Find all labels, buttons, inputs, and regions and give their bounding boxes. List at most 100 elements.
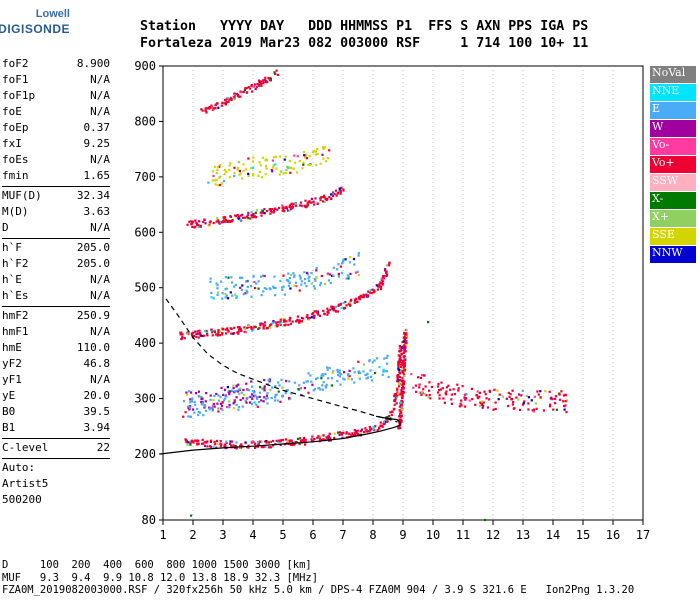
echo-point: [511, 398, 514, 401]
echo-point: [243, 393, 246, 396]
echo-point: [340, 431, 343, 434]
echo-point: [237, 388, 240, 391]
echo-point: [369, 369, 372, 372]
echo-point: [399, 393, 402, 396]
echo-point: [331, 307, 334, 310]
echo-point: [298, 319, 301, 322]
y-tick-label: 900: [134, 59, 156, 73]
echo-point: [347, 303, 350, 306]
echo-point: [385, 274, 388, 277]
x-tick-label: 5: [279, 528, 286, 542]
echo-point: [263, 385, 266, 388]
echo-point: [179, 333, 182, 336]
echo-point: [257, 280, 260, 283]
echo-point: [197, 226, 200, 229]
echo-point: [291, 205, 295, 208]
echo-point: [322, 434, 325, 437]
echo-point: [262, 325, 265, 328]
echo-point: [405, 329, 408, 332]
echo-point: [224, 397, 227, 400]
param-value: 32.34: [76, 189, 110, 202]
echo-point: [266, 392, 269, 395]
echo-point: [256, 83, 259, 86]
echo-point: [379, 287, 383, 291]
echo-point: [398, 369, 401, 372]
echo-point: [197, 224, 200, 227]
echo-point: [220, 182, 223, 185]
echo-point: [239, 398, 242, 402]
echo-point: [261, 209, 264, 213]
echo-point: [258, 395, 261, 398]
echo-point: [265, 164, 268, 168]
echo-point: [264, 321, 267, 324]
echo-point: [259, 164, 262, 167]
echo-point: [401, 341, 404, 344]
echo-point: [304, 443, 307, 446]
echo-point: [286, 388, 289, 392]
echo-point: [215, 442, 218, 445]
echo-trace: [179, 261, 391, 341]
echo-point: [427, 320, 430, 324]
echo-point: [212, 402, 215, 406]
echo-point: [279, 323, 282, 326]
echo-point: [320, 438, 323, 441]
echo-point: [419, 376, 423, 379]
echo-point: [247, 157, 250, 160]
echo-point: [378, 283, 381, 286]
echo-point: [300, 439, 303, 442]
echo-point: [486, 406, 490, 409]
echo-point: [336, 431, 340, 434]
echo-point: [391, 410, 394, 413]
echo-point: [273, 399, 277, 402]
echo-point: [231, 389, 234, 392]
echo-point: [273, 71, 276, 74]
echo-point: [190, 391, 193, 394]
echo-point: [206, 332, 209, 335]
echo-point: [342, 260, 345, 263]
echo-point: [269, 212, 272, 215]
echo-point: [224, 293, 227, 296]
echo-point: [342, 302, 345, 305]
echo-point: [356, 300, 359, 303]
echo-point: [253, 215, 256, 218]
echo-point: [230, 219, 233, 223]
echo-point: [360, 428, 363, 431]
echo-point: [478, 395, 481, 398]
echo-point: [283, 210, 286, 213]
echo-point: [303, 440, 306, 443]
echo-point: [211, 170, 214, 173]
echo-point: [236, 326, 240, 329]
echo-point: [257, 287, 260, 290]
echo-point: [285, 205, 288, 208]
echo-point: [259, 386, 262, 389]
echo-point: [288, 159, 291, 163]
echo-point: [383, 422, 386, 425]
echo-point: [240, 443, 243, 446]
echo-point: [209, 398, 212, 401]
echo-point: [398, 405, 402, 408]
echo-point: [339, 192, 342, 195]
echo-point: [245, 382, 248, 385]
echo-point: [213, 179, 216, 182]
echo-point: [254, 394, 257, 397]
echo-point: [206, 334, 209, 337]
echo-point: [345, 277, 348, 280]
echo-point: [405, 335, 408, 338]
echo-point: [373, 359, 376, 362]
echo-point: [272, 444, 275, 447]
echo-point: [405, 343, 408, 347]
echo-point: [220, 386, 223, 390]
echo-point: [401, 377, 404, 380]
echo-point: [329, 308, 332, 311]
echo-point: [251, 397, 254, 400]
echo-point: [405, 341, 408, 344]
echo-point: [298, 274, 301, 277]
echo-point: [323, 312, 326, 315]
echo-point: [244, 168, 248, 171]
echo-point: [257, 401, 261, 404]
echo-point: [220, 404, 224, 407]
header-values: Fortaleza 2019 Mar23 082 003000 RSF 1 71…: [140, 36, 589, 51]
echo-point: [312, 200, 315, 203]
echo-point: [209, 277, 212, 280]
echo-point: [241, 177, 244, 180]
